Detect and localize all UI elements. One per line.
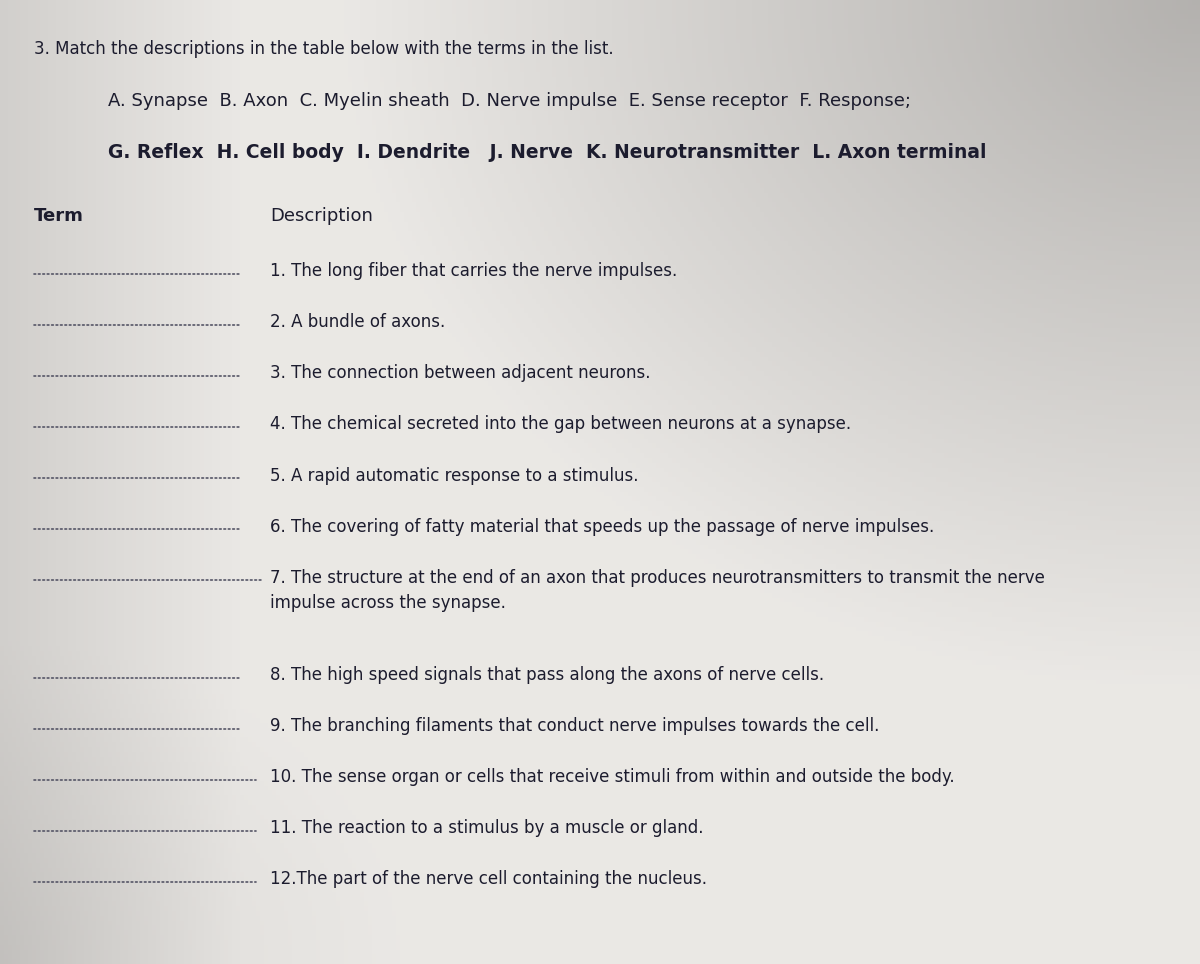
Text: 5. A rapid automatic response to a stimulus.: 5. A rapid automatic response to a stimu… — [270, 467, 638, 485]
Text: 9. The branching filaments that conduct nerve impulses towards the cell.: 9. The branching filaments that conduct … — [270, 717, 880, 736]
Text: 2. A bundle of axons.: 2. A bundle of axons. — [270, 313, 445, 332]
Text: G. Reflex  H. Cell body  I. Dendrite   J. Nerve  K. Neurotransmitter  L. Axon te: G. Reflex H. Cell body I. Dendrite J. Ne… — [108, 143, 986, 162]
Text: 3. The connection between adjacent neurons.: 3. The connection between adjacent neuro… — [270, 364, 650, 383]
Text: A. Synapse  B. Axon  C. Myelin sheath  D. Nerve impulse  E. Sense receptor  F. R: A. Synapse B. Axon C. Myelin sheath D. N… — [108, 92, 911, 110]
Text: Description: Description — [270, 207, 373, 226]
Text: 6. The covering of fatty material that speeds up the passage of nerve impulses.: 6. The covering of fatty material that s… — [270, 518, 935, 536]
Text: 8. The high speed signals that pass along the axons of nerve cells.: 8. The high speed signals that pass alon… — [270, 666, 824, 684]
Text: Term: Term — [34, 207, 84, 226]
Text: 4. The chemical secreted into the gap between neurons at a synapse.: 4. The chemical secreted into the gap be… — [270, 415, 851, 434]
Text: 10. The sense organ or cells that receive stimuli from within and outside the bo: 10. The sense organ or cells that receiv… — [270, 768, 955, 787]
Text: 1. The long fiber that carries the nerve impulses.: 1. The long fiber that carries the nerve… — [270, 262, 677, 281]
Text: 12.The part of the nerve cell containing the nucleus.: 12.The part of the nerve cell containing… — [270, 870, 707, 889]
Text: 7. The structure at the end of an axon that produces neurotransmitters to transm: 7. The structure at the end of an axon t… — [270, 569, 1045, 612]
Text: 11. The reaction to a stimulus by a muscle or gland.: 11. The reaction to a stimulus by a musc… — [270, 819, 703, 838]
Text: 3. Match the descriptions in the table below with the terms in the list.: 3. Match the descriptions in the table b… — [34, 40, 613, 59]
